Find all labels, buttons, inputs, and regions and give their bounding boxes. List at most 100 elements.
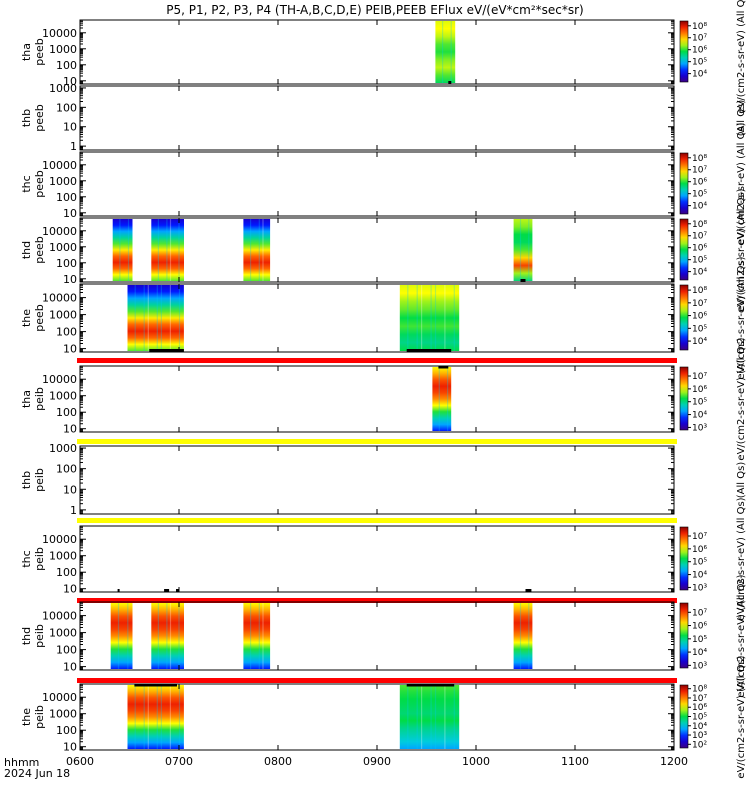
spectrogram-streak [430,685,432,749]
colorbar [679,218,689,281]
spectrogram-block [112,219,133,281]
colorbar-tick-label: 10⁶ [692,244,707,254]
spectrogram-streak [119,219,121,281]
y-tick-label: 10000 [42,27,77,40]
spectrogram-streak [407,685,409,749]
colorbar-unit-label: eV/(cm2-s-sr-eV) (All Qs) [736,256,747,379]
panel-label-product: peib [33,387,46,411]
data-quality-mark [117,589,120,592]
spectrogram-streak [157,603,159,669]
side-label: (All Qs) [736,100,747,137]
spectrogram-block [432,367,452,431]
panel-frame [79,85,675,151]
separator-bar [77,598,677,603]
y-tick-label: 1000 [49,442,77,455]
spectrogram-streak [156,285,158,351]
colorbar [679,152,689,215]
x-tick-label: 1100 [561,755,589,768]
spectrogram-block [243,603,271,669]
spectrogram-streak [421,285,423,351]
spectrogram-streak [453,285,455,351]
colorbar-tick-label: 10⁴ [692,722,707,732]
separator-bar [77,518,677,523]
y-tick-label: 100 [56,406,77,419]
spectrogram-block [243,219,271,281]
spectrogram-streak [127,219,130,281]
spectrogram-streak [169,219,172,281]
colorbar-tick-label: 10⁶ [692,545,707,555]
colorbar-tick-label: 10⁵ [692,256,707,266]
colorbar-tick-label: 10⁶ [692,622,707,632]
colorbar-tick-label: 10⁸ [692,286,707,296]
colorbar-tick-label: 10⁴ [692,268,707,278]
panel-label-product: peeb [33,304,46,332]
y-tick-label: 10 [63,273,77,286]
y-tick-label: 10000 [42,373,77,386]
panel-label-product: peib [33,624,46,648]
colorbar-tick-label: 10⁶ [692,312,707,322]
colorbar-unit-label: eV/(cm2-s-sr-eV) (All Qs) [736,0,747,114]
spectrogram-streak [117,603,120,669]
colorbar-unit-label: eV/(cm2-s-sr-eV) (All Qs) [736,188,747,311]
spectrogram-streak [127,603,129,669]
colorbar-unit-label: eV/(cm2-s-sr-eV) (All Qs) [736,574,747,697]
colorbar-tick-label: 10⁴ [692,70,707,80]
data-quality-mark [438,366,449,369]
y-tick-label: 1000 [49,708,77,721]
spectrogram-streak [178,603,180,669]
data-quality-mark [176,589,179,592]
colorbar-tick-label: 10⁷ [692,372,707,382]
panel-label-product: peeb [33,236,46,264]
spectrogram-streak [157,219,159,281]
panel-thc-peib: 10 100 1000 10000 thc peib 10³ 10⁴ 10⁵ 10⁶ 10⁷ eV/(… [20,497,747,620]
y-tick-label: 10 [63,207,77,220]
panel-label-product: peib [33,547,46,571]
x-tick-label: 0700 [165,755,193,768]
y-tick-label: 100 [56,566,77,579]
colorbar-tick-label: 10⁴ [692,571,707,581]
y-tick-label: 10000 [42,533,77,546]
colorbar-tick-label: 10⁶ [692,703,707,713]
y-tick-label: 100 [56,59,77,72]
panel-frame [79,151,675,217]
spectrogram-streak [250,219,252,281]
x-axis-label-date: 2024 Jun 18 [4,767,70,780]
y-tick-label: 10 [63,343,77,356]
y-tick-label: 1000 [49,309,77,322]
spectrogram-streak [519,603,522,669]
panel-label-product: peeb [33,104,46,132]
panel-label-probe: thd [20,241,33,259]
colorbar-tick-label: 10⁷ [692,232,707,242]
panel-tha-peib: 10 100 1000 10000 tha peib 10³ 10⁴ 10⁵ 10⁶ 10⁷ eV/(… [20,337,747,460]
colorbar-tick-label: 10⁸ [692,685,707,695]
y-tick-label: 10 [63,121,77,134]
colorbar-tick-label: 10⁴ [692,202,707,212]
colorbar-tick-label: 10⁸ [692,154,707,164]
spectrogram-streak [147,285,149,351]
spectrogram-streak [416,285,418,351]
colorbar-unit-label: eV/(cm2-s-sr-eV) (All Qs) [736,337,747,460]
y-tick-label: 1000 [49,241,77,254]
spectrogram-streak [166,219,168,281]
spectrogram-streak [450,21,452,83]
panel-label-probe: thc [20,175,33,192]
spectrogram-streak [169,685,171,749]
colorbar-tick-label: 10⁵ [692,190,707,200]
spectrogram-streak [421,685,423,749]
y-tick-label: 1 [70,140,77,153]
spectrogram-streak [262,603,264,669]
data-quality-mark [525,589,532,592]
y-tick-label: 100 [56,326,77,339]
spectrogram-block [110,603,133,669]
colorbar-tick-label: 10⁷ [692,532,707,542]
colorbar-tick-label: 10⁵ [692,58,707,68]
spectrogram-streak [442,21,444,83]
data-quality-mark [164,589,170,592]
spectrogram-streak [453,685,455,749]
spectrogram-streak [178,219,180,281]
spectrogram-streak [134,685,136,749]
y-tick-label: 100 [56,191,77,204]
spectrogram-streak [444,685,446,749]
panel-label-probe: thc [20,550,33,567]
spectrogram-streak [156,685,158,749]
